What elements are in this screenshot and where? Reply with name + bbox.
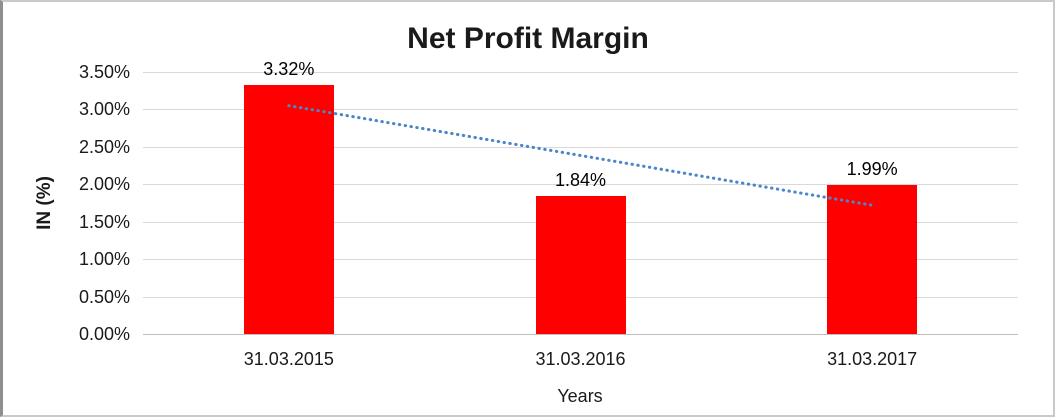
y-axis-tick-label: 3.50% bbox=[78, 62, 130, 82]
x-axis-tick-label: 31.03.2015 bbox=[243, 349, 334, 369]
y-axis-tick-label: 0.50% bbox=[78, 286, 130, 307]
y-axis-tick-label: 1.00% bbox=[78, 249, 130, 270]
x-axis-tick-label: 31.03.2016 bbox=[535, 349, 626, 369]
bar-data-label: 3.32% bbox=[263, 59, 315, 80]
y-axis-tick-label: 0.00% bbox=[78, 324, 130, 344]
y-axis-tick-label: 2.50% bbox=[78, 136, 130, 157]
chart-title: Net Profit Margin bbox=[407, 22, 649, 55]
y-axis-tick-label: 3.00% bbox=[78, 99, 130, 120]
bar-data-label: 1.84% bbox=[554, 170, 607, 191]
trendline bbox=[287, 104, 874, 207]
bar-31.03.2016 bbox=[535, 196, 626, 334]
gridline bbox=[143, 334, 1018, 335]
y-axis-tick-label: 1.50% bbox=[78, 211, 130, 232]
gridline bbox=[143, 184, 1018, 186]
trendline-dotted-segment bbox=[287, 104, 874, 207]
gridline bbox=[143, 72, 1018, 73]
gridline bbox=[143, 109, 1018, 111]
x-axis-title: Years bbox=[557, 386, 603, 406]
plot-area: 3.32% 1.84% 1.99% bbox=[143, 59, 1018, 335]
x-axis-tick-label: 31.03.2017 bbox=[827, 349, 918, 369]
bar-data-label: 1.99% bbox=[846, 159, 898, 180]
bar-31.03.2015 bbox=[243, 85, 334, 334]
gridline bbox=[143, 146, 1018, 148]
bar-31.03.2017 bbox=[827, 185, 918, 334]
y-axis-tick-label: 2.00% bbox=[78, 174, 130, 195]
